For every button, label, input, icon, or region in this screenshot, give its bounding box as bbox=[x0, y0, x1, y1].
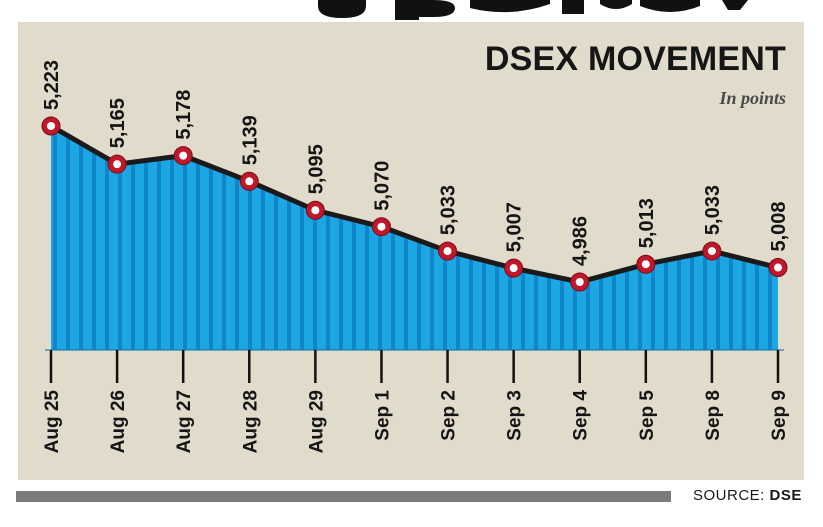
data-point-marker-center bbox=[443, 247, 452, 256]
data-label: 5,008 bbox=[768, 201, 790, 251]
data-point-marker-center bbox=[245, 177, 254, 186]
data-label: 5,139 bbox=[239, 115, 261, 165]
data-label: 5,070 bbox=[371, 161, 393, 211]
x-tick-label: Aug 27 bbox=[174, 390, 195, 453]
source-prefix: SOURCE: bbox=[693, 487, 765, 504]
headline-glyph bbox=[640, 0, 700, 12]
x-tick-label: Sep 1 bbox=[372, 390, 393, 441]
data-label: 5,178 bbox=[173, 90, 195, 140]
data-label: 5,033 bbox=[438, 185, 460, 235]
x-tick-label: Aug 26 bbox=[108, 390, 129, 453]
headline-glyph bbox=[470, 0, 550, 13]
data-point-marker-center bbox=[377, 222, 386, 231]
data-point-marker-center bbox=[311, 206, 320, 215]
data-point-marker-center bbox=[47, 122, 55, 130]
chart-subtitle: In points bbox=[719, 88, 786, 108]
area-fill bbox=[51, 126, 778, 350]
dsex-area-chart: 5,223 5,165 5,178 5,139 5,095 5,070 5,033 5,007… bbox=[41, 60, 790, 454]
headline-glyph bbox=[722, 0, 748, 10]
x-tick-label: Sep 2 bbox=[439, 390, 460, 441]
data-label: 5,165 bbox=[107, 98, 129, 148]
x-tick-label: Sep 9 bbox=[769, 390, 790, 441]
headline-fragment bbox=[0, 0, 823, 20]
data-label: 5,033 bbox=[702, 185, 724, 235]
data-label: 5,013 bbox=[636, 198, 658, 248]
x-tick-label: Sep 3 bbox=[505, 390, 526, 441]
chart-title: DSEX MOVEMENT bbox=[484, 40, 786, 78]
data-point-marker-center bbox=[641, 260, 650, 269]
series-line bbox=[49, 123, 779, 285]
x-tick-label: Aug 28 bbox=[240, 390, 261, 453]
data-point-marker-center bbox=[113, 160, 122, 169]
data-label: 5,007 bbox=[504, 202, 526, 252]
source-label: SOURCE: DSE bbox=[693, 487, 802, 504]
data-point-marker-center bbox=[774, 263, 782, 272]
x-tick-label: Sep 4 bbox=[571, 390, 592, 441]
data-point-marker-center bbox=[179, 151, 188, 160]
x-tick-label: Sep 5 bbox=[637, 390, 658, 441]
x-tick-label: Sep 8 bbox=[703, 390, 724, 441]
data-label: 5,095 bbox=[305, 144, 327, 194]
source-name: DSE bbox=[769, 487, 802, 504]
data-label: 4,986 bbox=[570, 216, 592, 266]
chart-panel: 5,223 5,165 5,178 5,139 5,095 5,070 5,033 5,007… bbox=[18, 22, 804, 480]
headline-glyph bbox=[395, 0, 455, 20]
headline-glyph bbox=[600, 0, 632, 9]
data-point-marker-center bbox=[707, 247, 716, 256]
data-label: 5,223 bbox=[41, 60, 63, 110]
footer-bar bbox=[16, 491, 671, 502]
headline-glyph bbox=[318, 0, 366, 18]
headline-fragment-glyphs bbox=[318, 0, 748, 20]
x-tick-label: Aug 29 bbox=[306, 390, 327, 453]
headline-glyph bbox=[562, 0, 584, 14]
data-point-marker-center bbox=[509, 264, 518, 273]
data-point-marker-center bbox=[575, 278, 584, 286]
x-tick-label: Aug 25 bbox=[42, 390, 63, 454]
